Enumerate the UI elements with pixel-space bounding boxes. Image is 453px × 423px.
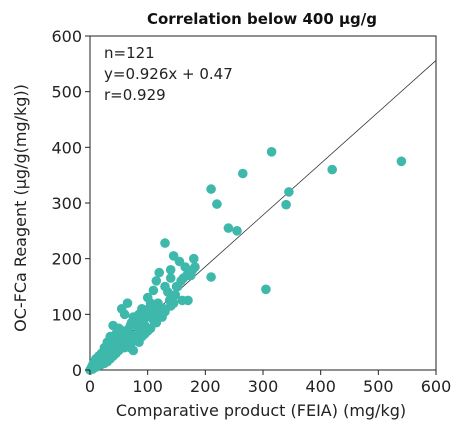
data-point (148, 315, 159, 325)
x-tick-label: 200 (190, 377, 221, 396)
data-point (108, 320, 118, 331)
data-point (223, 223, 234, 233)
x-tick-label: 600 (421, 377, 452, 396)
data-point (168, 251, 179, 261)
data-point (266, 147, 277, 157)
data-point (206, 184, 216, 194)
y-tick-label: 400 (51, 138, 82, 157)
x-tick-label: 400 (305, 377, 336, 396)
annotation-block: n=121 y=0.926x + 0.47 r=0.929 (104, 44, 233, 104)
data-point (238, 168, 248, 179)
data-point (148, 285, 159, 296)
y-tick-label: 100 (51, 305, 82, 324)
y-tick-label: 600 (51, 27, 82, 46)
x-tick-label: 0 (85, 377, 95, 396)
chart-title: Correlation below 400 μg/g (147, 10, 377, 28)
data-point (116, 304, 127, 314)
data-point (170, 290, 181, 300)
data-point (261, 284, 271, 295)
y-tick-label: 500 (51, 83, 82, 102)
x-tick-label: 300 (248, 377, 279, 396)
data-point (165, 273, 176, 283)
data-point (189, 253, 199, 264)
data-point (142, 292, 153, 303)
data-point (212, 199, 222, 209)
y-tick-label: 200 (51, 250, 82, 269)
plot-area: 0 100 200 300 400 500 600 0 100 200 300 400 500 600 (51, 27, 451, 396)
data-points (85, 147, 407, 375)
data-point (140, 320, 150, 331)
data-point (119, 340, 130, 350)
data-point (396, 156, 407, 167)
annotation-n: n=121 (104, 44, 155, 62)
x-tick-label: 500 (363, 377, 394, 396)
data-point (154, 267, 164, 278)
y-tick-label: 0 (72, 361, 82, 380)
data-point (284, 187, 294, 197)
data-point (160, 238, 170, 248)
data-point (165, 265, 176, 275)
x-tick-label: 100 (132, 377, 163, 396)
data-point (128, 345, 139, 356)
x-axis-title: Comparative product (FEIA) (mg/kg) (116, 401, 406, 420)
y-tick-label: 300 (51, 194, 82, 213)
x-axis-ticks: 0 100 200 300 400 500 600 (85, 370, 451, 396)
data-point (93, 360, 104, 371)
data-point (232, 226, 242, 236)
data-point (327, 164, 338, 175)
y-axis-title: OC-FCa Reagent (μg/g(mg/kg)) (11, 84, 30, 332)
data-point (206, 272, 216, 282)
annotation-equation: y=0.926x + 0.47 (104, 65, 233, 83)
data-point (151, 276, 162, 286)
data-point (190, 262, 200, 272)
data-point (168, 298, 179, 309)
y-axis-ticks: 0 100 200 300 400 500 600 (51, 27, 90, 380)
data-point (177, 295, 188, 306)
annotation-r: r=0.929 (104, 86, 166, 104)
data-point (281, 199, 291, 210)
